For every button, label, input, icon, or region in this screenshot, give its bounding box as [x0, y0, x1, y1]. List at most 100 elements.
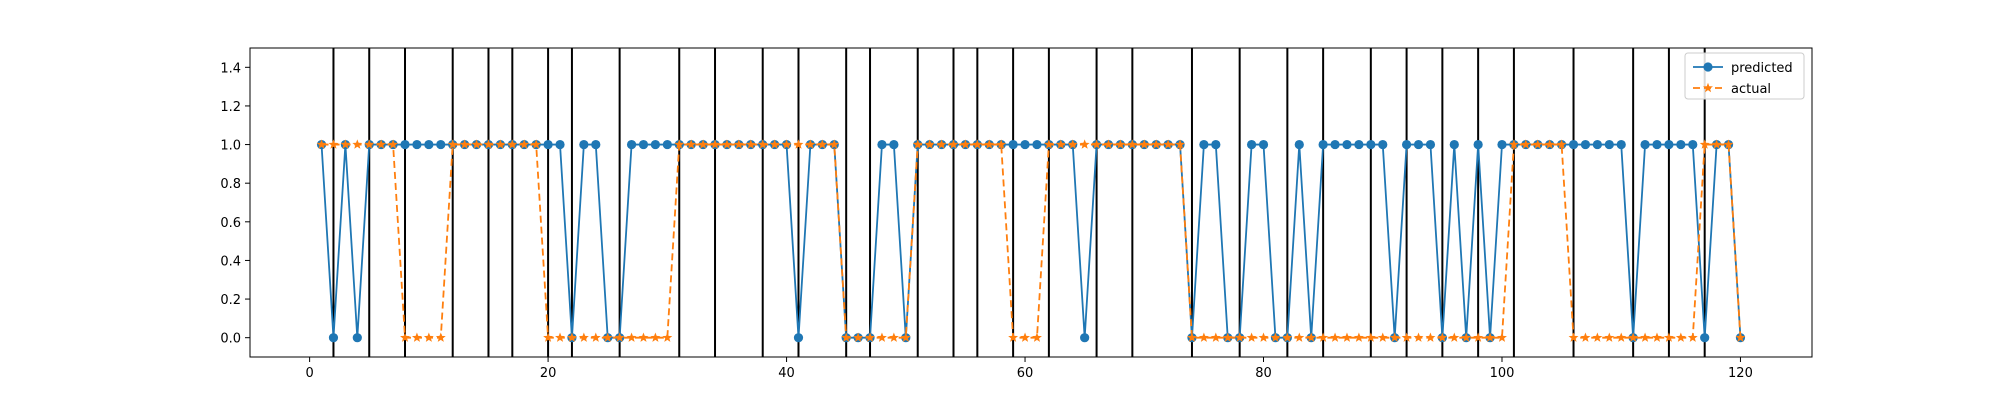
- point-actual-57: [984, 139, 995, 149]
- point-actual-85: [1318, 332, 1329, 342]
- legend-marker-predicted: [1703, 62, 1713, 72]
- point-actual-73: [1175, 139, 1185, 149]
- point-actual-50: [900, 332, 911, 342]
- point-predicted-60: [1020, 139, 1030, 150]
- point-actual-8: [400, 332, 410, 342]
- point-actual-114: [1663, 332, 1674, 342]
- point-actual-92: [1401, 332, 1412, 342]
- x-tick-label-6: 120: [1728, 366, 1753, 381]
- point-actual-60: [1020, 332, 1030, 342]
- point-actual-59: [1008, 332, 1019, 342]
- point-actual-12: [447, 139, 458, 149]
- point-actual-55: [960, 139, 971, 149]
- point-actual-28: [638, 332, 649, 342]
- point-actual-51: [912, 139, 923, 149]
- point-predicted-49: [889, 139, 899, 150]
- point-actual-36: [733, 139, 744, 149]
- point-predicted-29: [650, 139, 661, 150]
- x-tick-label-3: 60: [1017, 366, 1034, 381]
- point-actual-96: [1449, 332, 1460, 342]
- point-actual-91: [1389, 332, 1400, 342]
- point-actual-67: [1103, 139, 1114, 149]
- point-actual-41: [793, 139, 804, 149]
- point-predicted-9: [412, 139, 422, 150]
- point-predicted-4: [352, 333, 362, 343]
- point-actual-104: [1544, 139, 1555, 149]
- point-actual-112: [1640, 332, 1651, 342]
- x-tick-label-2: 40: [778, 366, 795, 381]
- point-predicted-90: [1378, 139, 1388, 150]
- point-predicted-100: [1497, 139, 1507, 150]
- legend: predicted actual: [1684, 52, 1805, 100]
- point-actual-53: [936, 139, 947, 149]
- point-predicted-28: [638, 139, 649, 150]
- point-predicted-98: [1473, 139, 1483, 150]
- point-actual-75: [1198, 332, 1209, 342]
- point-actual-56: [972, 139, 983, 149]
- point-actual-69: [1127, 139, 1138, 149]
- point-actual-64: [1067, 139, 1078, 149]
- point-actual-80: [1258, 332, 1269, 342]
- point-predicted-21: [555, 139, 565, 150]
- point-actual-71: [1151, 139, 1162, 149]
- point-actual-58: [996, 139, 1007, 149]
- point-actual-86: [1330, 332, 1340, 342]
- point-predicted-61: [1032, 139, 1042, 150]
- point-actual-76: [1210, 332, 1221, 342]
- point-actual-38: [757, 139, 768, 149]
- point-actual-83: [1294, 332, 1305, 342]
- point-actual-14: [471, 139, 482, 149]
- point-actual-84: [1306, 332, 1317, 342]
- point-actual-118: [1711, 139, 1722, 149]
- point-actual-63: [1055, 139, 1066, 149]
- point-actual-61: [1032, 332, 1042, 342]
- point-actual-10: [423, 332, 434, 342]
- point-actual-103: [1532, 139, 1543, 149]
- point-actual-120: [1735, 332, 1746, 342]
- legend-marker-actual: [1703, 82, 1713, 93]
- point-actual-32: [686, 139, 697, 149]
- y-tick-label-6: 1.2: [220, 100, 241, 115]
- point-predicted-11: [436, 139, 446, 150]
- point-predicted-116: [1688, 139, 1698, 150]
- point-actual-5: [364, 139, 375, 149]
- x-tick-label-0: 0: [305, 366, 313, 381]
- point-predicted-10: [424, 139, 434, 150]
- series-line-actual: [321, 143, 1742, 339]
- point-actual-30: [662, 332, 673, 342]
- point-actual-65: [1079, 139, 1090, 149]
- point-actual-99: [1485, 332, 1496, 342]
- point-actual-97: [1461, 332, 1472, 342]
- vertical-lines: [332, 48, 1706, 357]
- point-actual-72: [1163, 139, 1174, 149]
- point-predicted-48: [877, 139, 887, 150]
- point-actual-119: [1723, 139, 1734, 149]
- point-actual-110: [1616, 332, 1627, 342]
- point-predicted-23: [579, 139, 589, 150]
- point-actual-68: [1115, 139, 1126, 149]
- point-actual-102: [1520, 139, 1531, 149]
- point-actual-100: [1497, 332, 1507, 342]
- point-actual-52: [924, 139, 935, 149]
- point-actual-26: [614, 332, 625, 342]
- series-predicted: [316, 139, 1746, 343]
- axes-frame: [249, 47, 1813, 358]
- point-actual-40: [781, 139, 792, 149]
- point-actual-81: [1270, 332, 1281, 342]
- point-predicted-108: [1592, 139, 1602, 150]
- point-actual-62: [1043, 139, 1054, 149]
- point-predicted-94: [1425, 139, 1436, 150]
- point-actual-9: [411, 332, 422, 342]
- point-actual-82: [1282, 332, 1293, 342]
- point-actual-7: [388, 139, 399, 149]
- point-predicted-117: [1700, 333, 1710, 343]
- point-predicted-65: [1080, 333, 1090, 343]
- point-actual-70: [1139, 139, 1150, 149]
- point-actual-39: [769, 139, 780, 149]
- point-predicted-114: [1664, 139, 1674, 150]
- point-actual-88: [1353, 332, 1364, 342]
- point-actual-25: [602, 332, 613, 342]
- series-actual: [316, 139, 1746, 342]
- point-actual-23: [578, 332, 589, 342]
- point-actual-11: [435, 332, 446, 342]
